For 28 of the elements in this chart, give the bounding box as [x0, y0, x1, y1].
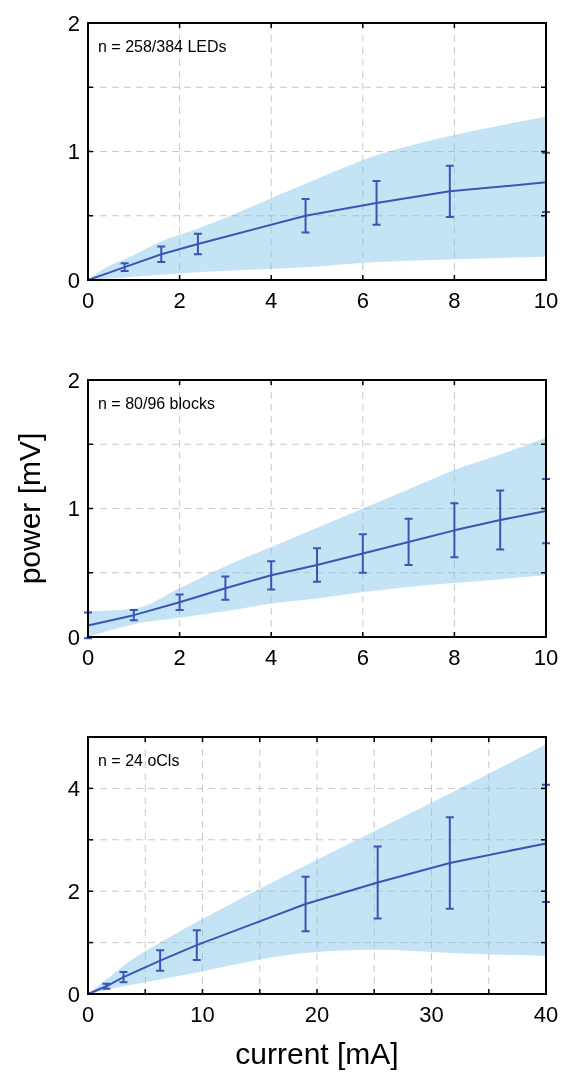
y-tick-label: 0	[67, 624, 80, 650]
annotation: n = 24 oCls	[98, 752, 180, 769]
x-tick-label: 40	[533, 1002, 559, 1027]
x-tick-label: 20	[304, 1002, 330, 1027]
x-axis-title: current [mA]	[235, 1037, 399, 1070]
annotation: n = 80/96 blocks	[98, 395, 215, 412]
x-tick-label: 2	[173, 645, 186, 670]
x-tick-label: 4	[265, 645, 278, 670]
x-tick-label: 2	[173, 288, 186, 313]
x-tick-label: 6	[356, 288, 369, 313]
y-tick-label: 2	[67, 367, 80, 393]
x-tick-label: 8	[448, 645, 461, 670]
y-tick-label: 1	[67, 496, 80, 522]
y-tick-label: 4	[67, 776, 80, 802]
x-tick-label: 10	[533, 645, 559, 670]
x-tick-label: 8	[448, 288, 461, 313]
y-tick-label: 2	[67, 10, 80, 36]
y-tick-label: 1	[67, 139, 80, 165]
y-tick-label: 0	[67, 981, 80, 1007]
y-tick-label: 2	[67, 879, 80, 905]
x-tick-label: 10	[190, 1002, 215, 1027]
x-tick-label: 6	[356, 645, 369, 670]
x-tick-label: 10	[533, 288, 559, 313]
y-axis-title: power [mV]	[13, 432, 46, 585]
y-tick-label: 0	[67, 267, 80, 293]
annotation: n = 258/384 LEDs	[98, 38, 227, 55]
x-tick-label: 30	[419, 1002, 444, 1027]
x-tick-label: 4	[265, 288, 278, 313]
